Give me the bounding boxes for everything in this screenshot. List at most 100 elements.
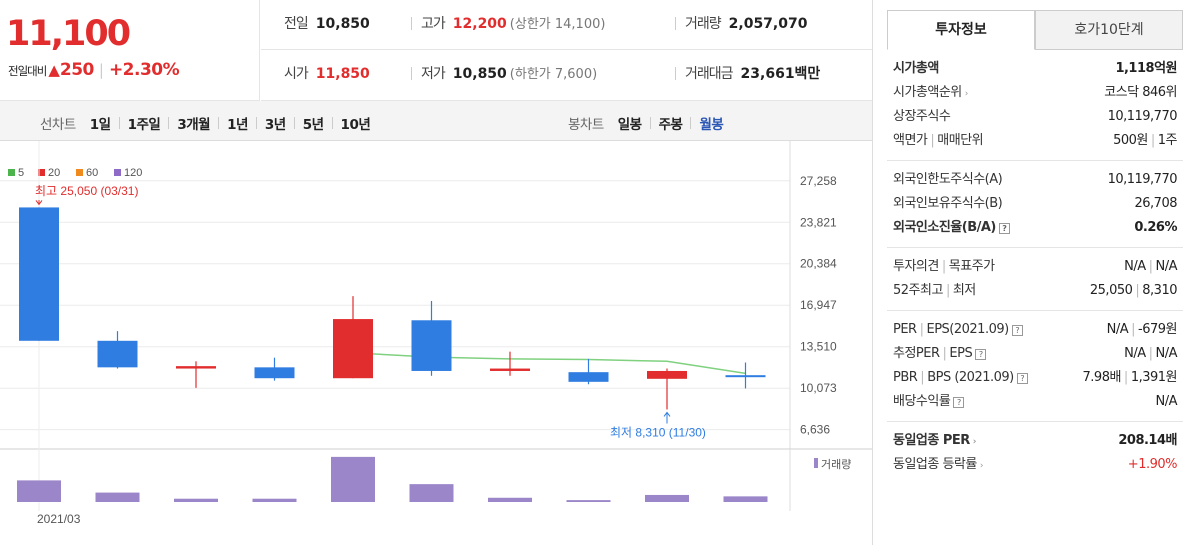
period-3y[interactable]: 3년 (264, 117, 286, 133)
stat-value: 10,850 (315, 16, 370, 32)
help-icon[interactable]: ? (1016, 373, 1028, 384)
low-annotation: 최저 8,310 (11/30) (610, 425, 706, 439)
info-value-text: N/A (1124, 259, 1146, 274)
info-label: 액면가 | 매매단위 (893, 129, 984, 153)
candle-daily[interactable]: 일봉 (617, 117, 642, 133)
y-tick-label: 16,947 (800, 298, 837, 312)
high-annotation: 최고 25,050 (03/31) (35, 184, 138, 198)
period-1y[interactable]: 1년 (227, 117, 248, 133)
info-label: 동일업종 등락률 › (893, 453, 983, 477)
info-label: PBR | BPS (2021.09)? (893, 366, 1028, 390)
volume-legend-swatch (814, 458, 818, 468)
current-price: 11,100 (6, 14, 131, 54)
chevron-right-icon: › (964, 89, 969, 99)
volume-bar (723, 496, 768, 502)
high-arrow-icon (35, 200, 43, 206)
info-row: PER | EPS(2021.09)? N/A | -679원 (893, 318, 1177, 342)
volume-bar (488, 497, 532, 502)
info-row[interactable]: 동일업종 PER › 208.14배 (893, 429, 1177, 453)
info-row: 외국인소진율(B/A)? 0.26% (893, 216, 1177, 240)
info-value-text: N/A (1155, 259, 1178, 274)
price-stats: 전일 10,850 고가 12,200 (상한가 14,100) 거래량 2,057,0… (261, 0, 872, 101)
info-value-text: 26,708 (1134, 196, 1178, 211)
candle-body (19, 207, 59, 341)
divider: | (98, 61, 104, 79)
stat-label: 전일 (284, 16, 309, 32)
divider: | (1135, 283, 1140, 298)
info-value-text: 25,050 (1089, 283, 1133, 298)
info-label-text: 시가총액 (893, 61, 939, 76)
period-1w[interactable]: 1주일 (127, 117, 161, 133)
legend-label: 120 (124, 167, 142, 179)
info-label-text: EPS(2021.09) (926, 322, 1009, 337)
stat-prev: 전일 10,850 (284, 13, 370, 33)
info-section: 투자의견 | 목표주가 N/A | N/A 52주최고 | 최저 25,050 | 8,310 (887, 248, 1183, 311)
divider: | (1150, 133, 1155, 148)
stat-label: 거래량 (685, 16, 722, 32)
info-row: 외국인한도주식수(A) 10,119,770 (893, 168, 1178, 192)
divider: | (945, 283, 950, 298)
help-icon[interactable]: ? (953, 397, 965, 408)
info-label: 추정PER | EPS? (893, 342, 987, 366)
divider: | (941, 259, 946, 274)
line-chart-label: 선차트 (40, 117, 76, 133)
candle-monthly[interactable]: 월봉 (699, 117, 724, 133)
info-value: 25,050 | 8,310 (1089, 279, 1178, 303)
chevron-right-icon: › (979, 461, 984, 471)
info-label-text: 동일업종 등락률 (893, 457, 977, 472)
info-value-text: 1주 (1157, 133, 1178, 148)
info-row[interactable]: 시가총액순위 › 코스닥 846위 (893, 81, 1177, 105)
info-label: PER | EPS(2021.09)? (893, 318, 1023, 342)
period-1d[interactable]: 1일 (89, 117, 111, 133)
divider: | (1131, 322, 1136, 337)
change-rate: +2.30% (108, 60, 180, 80)
up-triangle-icon: ▲ (48, 61, 60, 79)
period-5y[interactable]: 5년 (302, 117, 324, 133)
info-label-text: PER (893, 322, 917, 337)
period-10y[interactable]: 10년 (340, 117, 371, 133)
info-value-text: 10,119,770 (1107, 172, 1178, 187)
info-section: 외국인한도주식수(A) 10,119,770 외국인보유주식수(B) 26,708 외국… (887, 161, 1183, 248)
info-value: N/A | -679원 (1107, 318, 1178, 342)
line-chart-group: 선차트 1일 1주일 3개월 1년 3년 5년 10년 (40, 113, 371, 133)
info-label-text: 목표주가 (948, 259, 995, 274)
info-label-text: 외국인보유주식수(B) (893, 196, 1003, 211)
info-row: 추정PER | EPS? N/A | N/A (893, 342, 1177, 366)
stat-label: 고가 (421, 16, 446, 32)
info-section: 시가총액 1,118억원 시가총액순위 › 코스닥 846위 상장주식수 10,119,77… (887, 50, 1183, 161)
help-icon[interactable]: ? (975, 349, 987, 360)
divider (649, 117, 651, 129)
lower-limit: (하한가 7,600) (509, 67, 598, 82)
info-label: 동일업종 PER › (893, 429, 977, 453)
info-label: 52주최고 | 최저 (893, 279, 976, 303)
candle-weekly[interactable]: 주봉 (658, 117, 683, 133)
tab-order-book[interactable]: 호가10단계 (1035, 10, 1183, 50)
help-icon[interactable]: ? (1011, 325, 1023, 336)
info-value-text: N/A (1124, 346, 1146, 361)
info-value-text: N/A (1155, 394, 1178, 409)
info-row: 투자의견 | 목표주가 N/A | N/A (893, 255, 1177, 279)
divider: | (920, 370, 925, 385)
period-3m[interactable]: 3개월 (177, 117, 211, 133)
info-value: N/A | N/A (1124, 342, 1177, 366)
price-chart[interactable]: 27,258 23,821 20,384 16,947 13,510 10,073 6,63… (0, 141, 872, 545)
info-row[interactable]: 동일업종 등락률 › +1.90% (893, 453, 1178, 477)
tab-investment-info[interactable]: 투자정보 (887, 10, 1035, 50)
divider: | (919, 322, 924, 337)
help-icon[interactable]: ? (998, 223, 1010, 234)
candle-body (725, 375, 766, 378)
price-change: 전일대비 ▲ 250 | +2.30% (8, 60, 180, 80)
candle-chart-label: 봉차트 (568, 117, 604, 133)
stat-open: 시가 11,850 (284, 63, 370, 83)
info-label-text: 외국인소진율(B/A) (893, 220, 996, 235)
info-label-text: BPS (2021.09) (927, 370, 1014, 385)
info-value: 208.14배 (1118, 429, 1177, 453)
info-value: 10,119,770 (1107, 168, 1178, 192)
chart-toolbar: 선차트 1일 1주일 3개월 1년 3년 5년 10년 봉차트 일봉 주봉 월봉 (0, 101, 872, 141)
info-row: 상장주식수 10,119,770 (893, 105, 1178, 129)
stat-value: 23,661백만 (740, 66, 821, 82)
info-section: PER | EPS(2021.09)? N/A | -679원 추정PER | EPS? N/A |… (887, 311, 1183, 422)
upper-limit: (상한가 14,100) (509, 17, 606, 32)
info-value: 0.26% (1134, 216, 1177, 240)
chevron-right-icon: › (972, 437, 977, 447)
